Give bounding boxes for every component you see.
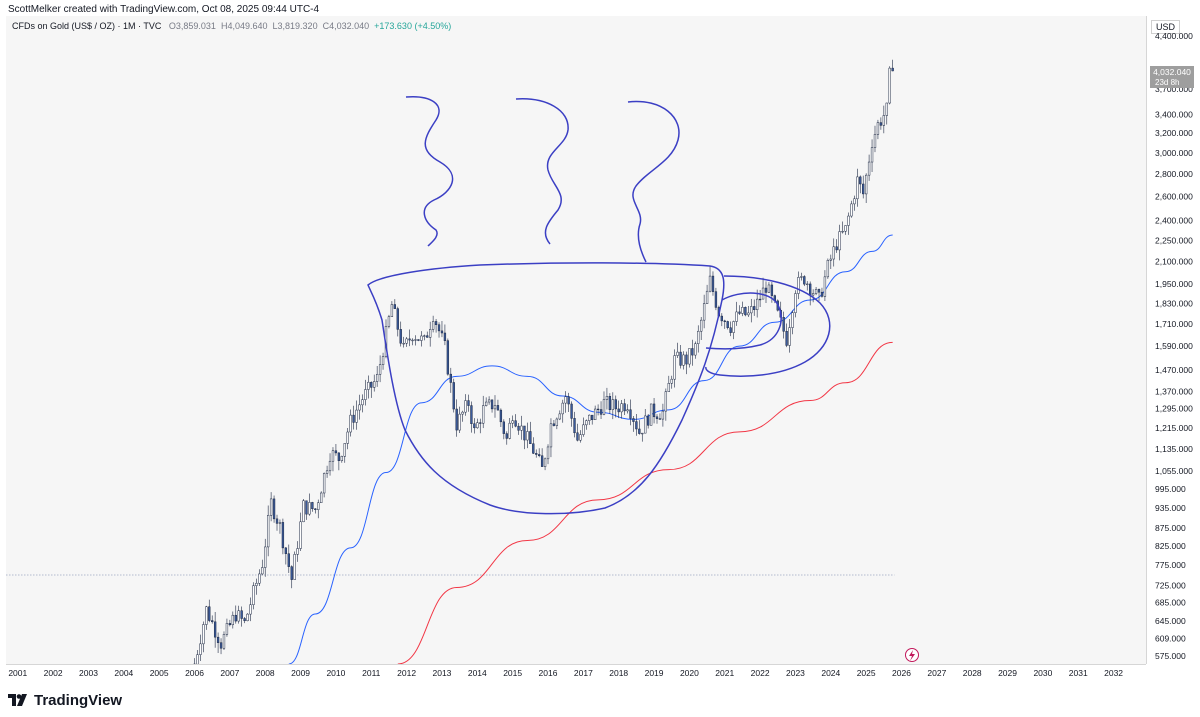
- brand-name: TradingView: [34, 691, 123, 709]
- open-value: 3,859.031: [175, 21, 216, 31]
- close-label: C: [322, 21, 330, 31]
- tradingview-logo[interactable]: TradingView: [8, 690, 122, 710]
- time-axis[interactable]: [6, 664, 1146, 683]
- low-label: L: [272, 21, 278, 31]
- tradingview-logo-icon: [8, 694, 27, 706]
- chart-pane[interactable]: [6, 16, 1146, 664]
- price-axis[interactable]: [1146, 16, 1197, 664]
- symbol-legend: CFDs on Gold (US$ / OZ) · 1M · TVC O3,85…: [12, 21, 451, 31]
- close-value: 4,032.040: [329, 21, 370, 31]
- change-value: +173.630 (+4.50%): [374, 21, 452, 31]
- symbol-name: CFDs on Gold (US$ / OZ) · 1M · TVC: [12, 21, 162, 31]
- currency-selector[interactable]: USD: [1151, 20, 1181, 34]
- created-by-line: ScottMelker created with TradingView.com…: [8, 4, 320, 15]
- low-value: 3,819.320: [277, 21, 318, 31]
- high-label: H: [220, 21, 228, 31]
- open-label: O: [168, 21, 176, 31]
- high-value: 4,049.640: [227, 21, 268, 31]
